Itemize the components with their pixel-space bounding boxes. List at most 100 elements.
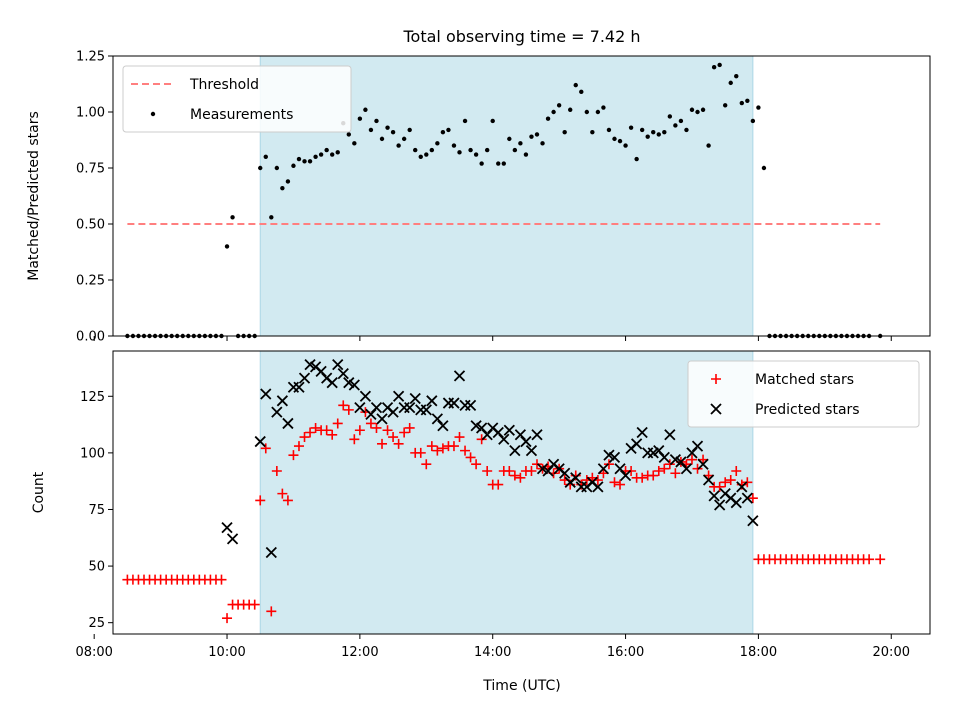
predicted-star-point bbox=[747, 515, 759, 527]
predicted-star-point bbox=[359, 390, 372, 402]
measurement-point bbox=[435, 141, 440, 146]
x-tick-label: 08:00 bbox=[75, 645, 112, 660]
predicted-star-point bbox=[608, 451, 621, 464]
legend-measurement-swatch bbox=[150, 111, 156, 117]
y-tick-label: 0.00 bbox=[76, 330, 105, 345]
x-tick-label: 12:00 bbox=[341, 645, 378, 660]
measurement-point bbox=[429, 147, 435, 153]
predicted-star-point bbox=[420, 404, 432, 416]
predicted-star-point bbox=[464, 399, 477, 411]
measurement-point bbox=[584, 109, 590, 115]
predicted-star-point bbox=[630, 438, 643, 450]
y-axis-label: Count bbox=[31, 471, 47, 513]
legend-predicted-swatch bbox=[710, 403, 722, 415]
matched-star-point bbox=[725, 475, 736, 486]
measurement-point bbox=[313, 154, 318, 159]
matched-star-point bbox=[216, 574, 227, 585]
measurement-point bbox=[673, 123, 678, 128]
matched-star-point bbox=[388, 432, 399, 443]
measurement-point bbox=[507, 136, 512, 142]
measurement-point bbox=[335, 150, 340, 155]
measurement-point bbox=[745, 98, 750, 104]
predicted-star-point bbox=[697, 458, 709, 470]
measurement-point bbox=[684, 127, 689, 133]
matched-star-point bbox=[365, 418, 376, 429]
measurement-point bbox=[418, 154, 423, 159]
predicted-star-point bbox=[426, 395, 438, 407]
matched-star-point bbox=[626, 465, 637, 476]
x-axis-label: Time (UTC) bbox=[482, 678, 560, 694]
y-tick-label: 75 bbox=[88, 503, 105, 518]
predicted-star-point bbox=[691, 440, 704, 452]
matched-star-point bbox=[731, 465, 742, 476]
measurement-point bbox=[379, 136, 385, 142]
x-tick-label: 16:00 bbox=[607, 645, 644, 660]
matched-star-point bbox=[670, 468, 681, 479]
matched-star-point bbox=[426, 441, 437, 452]
measurement-point bbox=[518, 141, 523, 146]
y-axis-label: Matched/Predicted stars bbox=[26, 111, 42, 281]
measurement-point bbox=[318, 152, 324, 157]
predicted-star-point bbox=[392, 390, 405, 402]
measurement-point bbox=[390, 129, 396, 135]
predicted-star-point bbox=[221, 521, 233, 534]
matched-star-point bbox=[471, 459, 482, 470]
matched-star-point bbox=[299, 432, 310, 443]
matched-star-point bbox=[371, 422, 382, 433]
measurement-point bbox=[695, 109, 700, 115]
matched-star-point bbox=[222, 613, 233, 624]
matched-star-point bbox=[399, 427, 410, 438]
measurement-point bbox=[462, 118, 468, 124]
measurement-point bbox=[623, 143, 628, 148]
measurement-point bbox=[357, 116, 363, 121]
legend-matched-label: Matched stars bbox=[755, 372, 854, 388]
predicted-star-point bbox=[332, 358, 344, 371]
measurement-point bbox=[512, 147, 518, 153]
measurement-point bbox=[269, 215, 274, 220]
predicted-star-point bbox=[559, 467, 571, 479]
predicted-star-point bbox=[348, 379, 360, 391]
measurement-point bbox=[556, 103, 562, 108]
predicted-star-point bbox=[509, 444, 521, 457]
measurement-point bbox=[468, 147, 473, 153]
predicted-star-point bbox=[702, 474, 715, 486]
predicted-star-point bbox=[282, 417, 294, 430]
measurement-point bbox=[324, 147, 329, 153]
predicted-star-point bbox=[498, 433, 510, 445]
matched-star-point bbox=[260, 443, 271, 454]
matched-star-point bbox=[454, 432, 465, 443]
matched-star-point bbox=[282, 495, 293, 506]
predicted-star-point bbox=[354, 401, 366, 414]
matched-star-point bbox=[686, 454, 697, 465]
matched-star-point bbox=[509, 470, 520, 481]
y-tick-label: 25 bbox=[88, 616, 105, 631]
matched-star-point bbox=[293, 441, 304, 452]
matched-star-point bbox=[482, 465, 493, 476]
measurement-point bbox=[490, 118, 495, 124]
matched-star-point bbox=[720, 477, 731, 488]
plot-frame bbox=[112, 55, 931, 337]
matched-star-point bbox=[437, 443, 448, 454]
measurement-point bbox=[346, 132, 352, 137]
matched-star-point bbox=[714, 481, 725, 492]
matched-star-point bbox=[493, 479, 504, 490]
matched-star-point bbox=[338, 400, 349, 411]
matched-star-point bbox=[432, 445, 443, 456]
measurement-point bbox=[363, 107, 368, 112]
matched-star-point bbox=[421, 459, 432, 470]
measurement-point bbox=[706, 143, 711, 148]
measurement-point bbox=[579, 89, 584, 95]
measurement-point bbox=[329, 152, 335, 157]
measurement-point bbox=[473, 152, 479, 157]
matched-star-point bbox=[515, 472, 526, 483]
matched-star-point bbox=[664, 459, 675, 470]
measurement-point bbox=[385, 125, 390, 130]
legend-box bbox=[122, 65, 352, 133]
y-tick-label: 0.25 bbox=[76, 274, 105, 289]
predicted-star-point bbox=[592, 481, 604, 493]
matched-star-point bbox=[531, 459, 542, 470]
measurement-point bbox=[756, 105, 761, 110]
y-tick-label: 100 bbox=[80, 446, 105, 461]
measurement-point bbox=[612, 136, 617, 142]
measurement-point bbox=[540, 141, 545, 146]
